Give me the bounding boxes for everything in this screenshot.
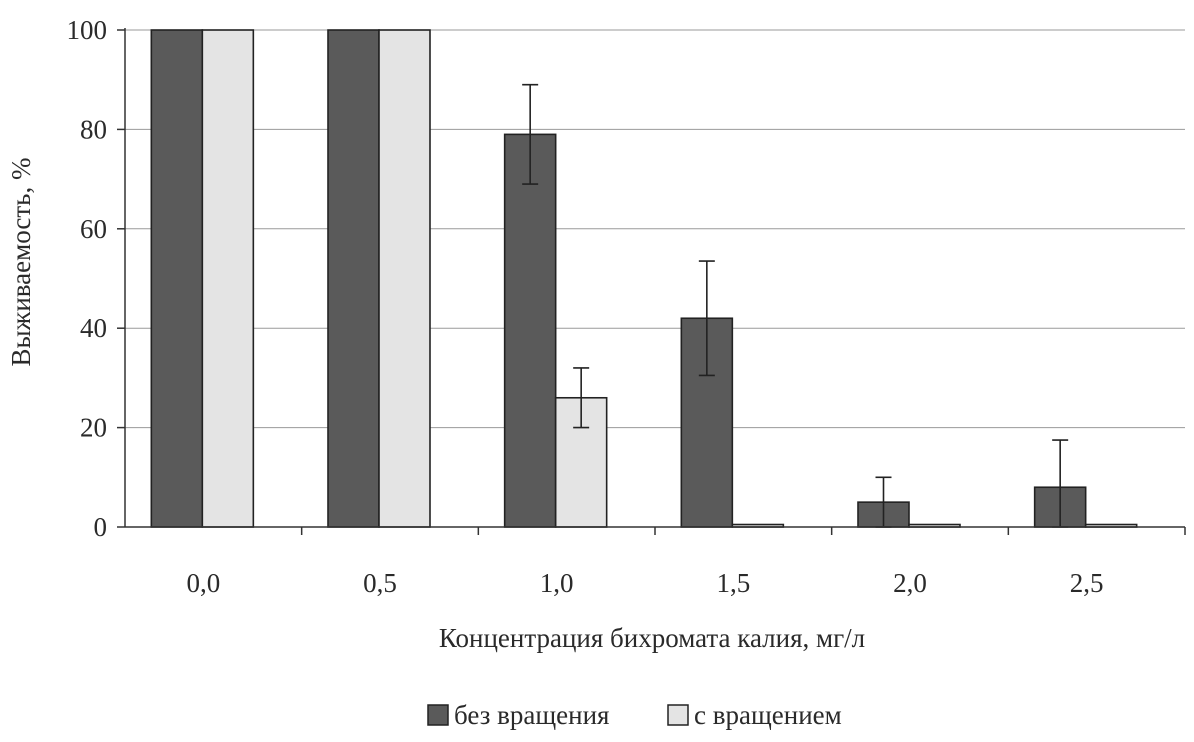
y-tick-label: 100: [67, 15, 108, 45]
legend-label-series-1: без вращения: [454, 700, 609, 730]
bar-series-1: [151, 30, 202, 527]
bar-series-1: [505, 134, 556, 527]
x-tick-label: 0,0: [186, 568, 220, 598]
y-tick-label: 80: [80, 114, 107, 144]
x-tick-label: 0,5: [363, 568, 397, 598]
y-tick-label: 60: [80, 214, 107, 244]
y-tick-label: 0: [94, 512, 108, 542]
gridlines: [125, 30, 1185, 428]
bars: [151, 30, 1136, 527]
x-tick-labels: 0,0 0,5 1,0 1,5 2,0 2,5: [186, 568, 1103, 598]
axes: [117, 28, 1185, 535]
x-axis-title: Концентрация бихромата калия, мг/л: [439, 623, 865, 653]
y-axis-title: Выживаемость, %: [6, 158, 36, 367]
bar-series-1: [328, 30, 379, 527]
x-tick-label: 2,5: [1070, 568, 1104, 598]
y-tick-label: 20: [80, 413, 107, 443]
bar-series-2: [379, 30, 430, 527]
x-tick-label: 1,5: [716, 568, 750, 598]
bar-series-2: [202, 30, 253, 527]
legend: без вращения с вращением: [428, 700, 842, 730]
y-tick-label: 40: [80, 313, 107, 343]
y-tick-labels: 0 20 40 60 80 100: [67, 15, 108, 542]
legend-label-series-2: с вращением: [694, 700, 842, 730]
x-tick-label: 1,0: [540, 568, 574, 598]
legend-swatch-series-1: [428, 705, 448, 725]
legend-swatch-series-2: [668, 705, 688, 725]
x-tick-label: 2,0: [893, 568, 927, 598]
